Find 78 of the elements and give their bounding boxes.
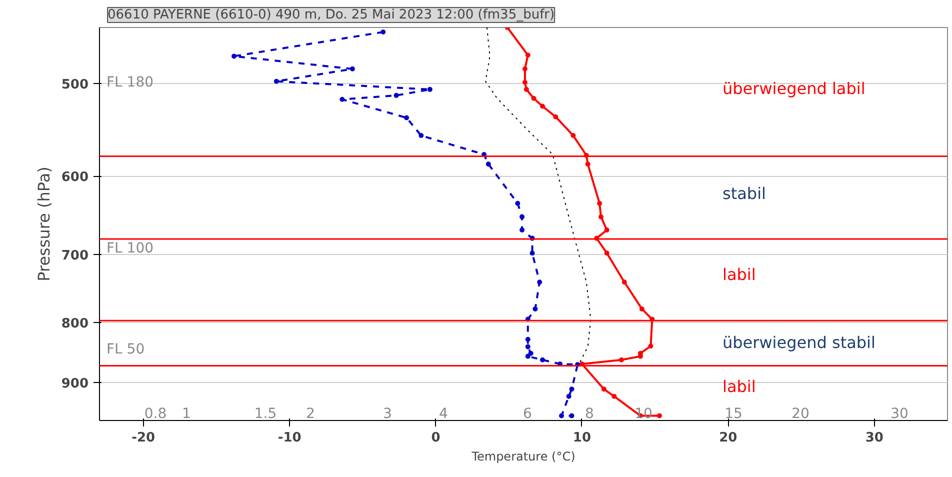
annotation: 1 [182,406,191,422]
point [612,394,617,399]
point [585,162,590,167]
point [524,86,529,92]
point [486,162,491,167]
y-tick-label: 900 [61,376,89,392]
x-axis-title: Temperature (°C) [470,450,576,464]
point [553,114,558,120]
point [274,78,279,84]
point [525,344,530,350]
x-tick-label: 20 [719,430,738,446]
point [520,214,525,220]
point [531,96,536,101]
point [597,200,602,206]
annotation: labil [722,377,756,396]
point [656,413,662,418]
chart-title: 06610 PAYERNE (6610-0) 490 m, Do. 25 Mai 2023 12:00 (fm35_bufr) [108,8,555,22]
y-axis-title: Pressure (hPa) [34,166,54,282]
point [427,86,432,92]
x-tick-label: 0 [431,430,440,446]
point [340,96,345,102]
point [570,133,576,138]
y-tick-label: 600 [61,170,89,186]
annotation: FL 50 [106,342,145,358]
point [537,280,542,285]
annotation: 20 [792,406,810,422]
point [559,413,564,418]
point [525,336,530,342]
point [522,80,528,85]
point [404,115,410,120]
point [350,66,355,72]
point [622,280,627,285]
x-tick-label: -10 [278,430,302,446]
point [525,354,530,359]
annotation: 8 [585,406,594,422]
point [418,133,424,138]
point [530,250,535,256]
annotation: 15 [724,406,742,422]
annotation: FL 100 [106,240,154,256]
point [598,214,604,220]
point [522,66,528,72]
point [604,250,610,256]
annotation: 3 [383,406,392,422]
point [525,52,530,58]
point [604,227,610,232]
annotation: labil [722,265,756,284]
point [540,104,546,109]
point [648,344,654,349]
annotation: 6 [523,406,532,422]
y-tick-label: 800 [61,316,89,332]
point [515,200,520,206]
point [601,386,606,392]
point [540,357,546,362]
point [569,386,574,392]
x-tick-label: 10 [572,430,592,446]
x-tick-label: -20 [132,430,156,446]
point [394,92,399,98]
y-tick-label: 500 [61,77,89,92]
annotation: überwiegend labil [722,79,866,98]
point [639,306,644,312]
annotation: überwiegend stabil [722,333,876,352]
x-tick-label: 30 [865,430,884,446]
annotation: 30 [890,406,908,422]
point [380,30,386,35]
point [569,413,574,418]
y-tick-label: 700 [61,248,89,264]
annotation: 1.5 [254,406,277,422]
point [520,227,525,232]
annotation: 2 [306,406,315,422]
point [528,350,534,356]
annotation: 4 [439,406,448,422]
annotation: 0.8 [144,406,167,422]
point [566,394,572,399]
point [232,54,237,59]
annotation: stabil [722,184,766,203]
point [618,357,624,362]
annotation: FL 180 [106,74,154,90]
point [532,306,538,312]
